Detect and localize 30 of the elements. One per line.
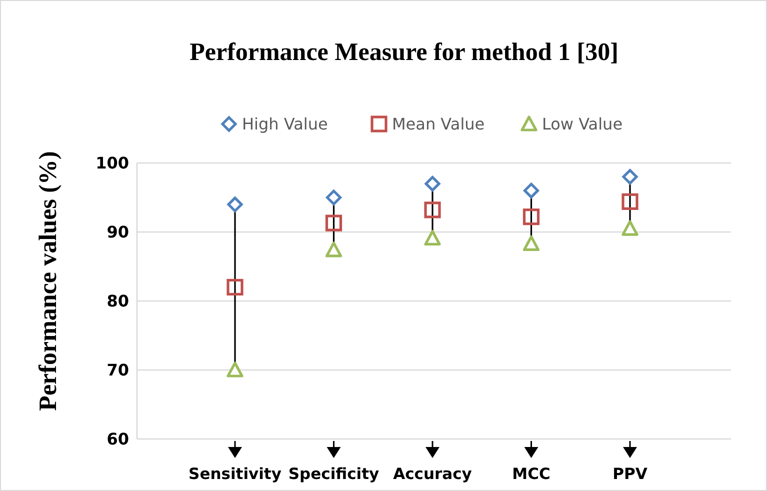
point xyxy=(424,202,441,218)
legend-label: High Value xyxy=(242,114,328,134)
point xyxy=(622,169,638,185)
point xyxy=(325,242,342,258)
point xyxy=(226,278,244,296)
y-tick-label: 90 xyxy=(106,222,129,242)
x-tick-label: MCC xyxy=(512,465,550,483)
y-tick-label: 70 xyxy=(106,360,129,380)
y-axis-title: Performance values (%) xyxy=(35,151,62,411)
chart-title: Performance Measure for method 1 [30] xyxy=(190,39,618,66)
y-tick-label: 60 xyxy=(106,430,129,449)
x-tick-label: Sensitivity xyxy=(188,465,282,483)
point xyxy=(522,235,540,252)
legend-label: Low Value xyxy=(542,114,623,134)
point xyxy=(424,230,441,246)
point xyxy=(226,362,244,378)
point xyxy=(326,190,342,206)
legend-label: Mean Value xyxy=(392,114,485,134)
point xyxy=(622,220,638,236)
point xyxy=(622,193,638,210)
point xyxy=(424,176,440,192)
x-tick-label: PPV xyxy=(612,465,648,483)
point xyxy=(227,196,243,212)
point xyxy=(522,208,540,226)
point xyxy=(523,182,540,198)
y-tick-label: 100 xyxy=(96,154,129,173)
x-tick-label: Specificity xyxy=(288,465,380,483)
y-tick-label: 80 xyxy=(106,292,129,311)
x-tick-label: Accuracy xyxy=(393,465,472,483)
point xyxy=(325,214,342,232)
